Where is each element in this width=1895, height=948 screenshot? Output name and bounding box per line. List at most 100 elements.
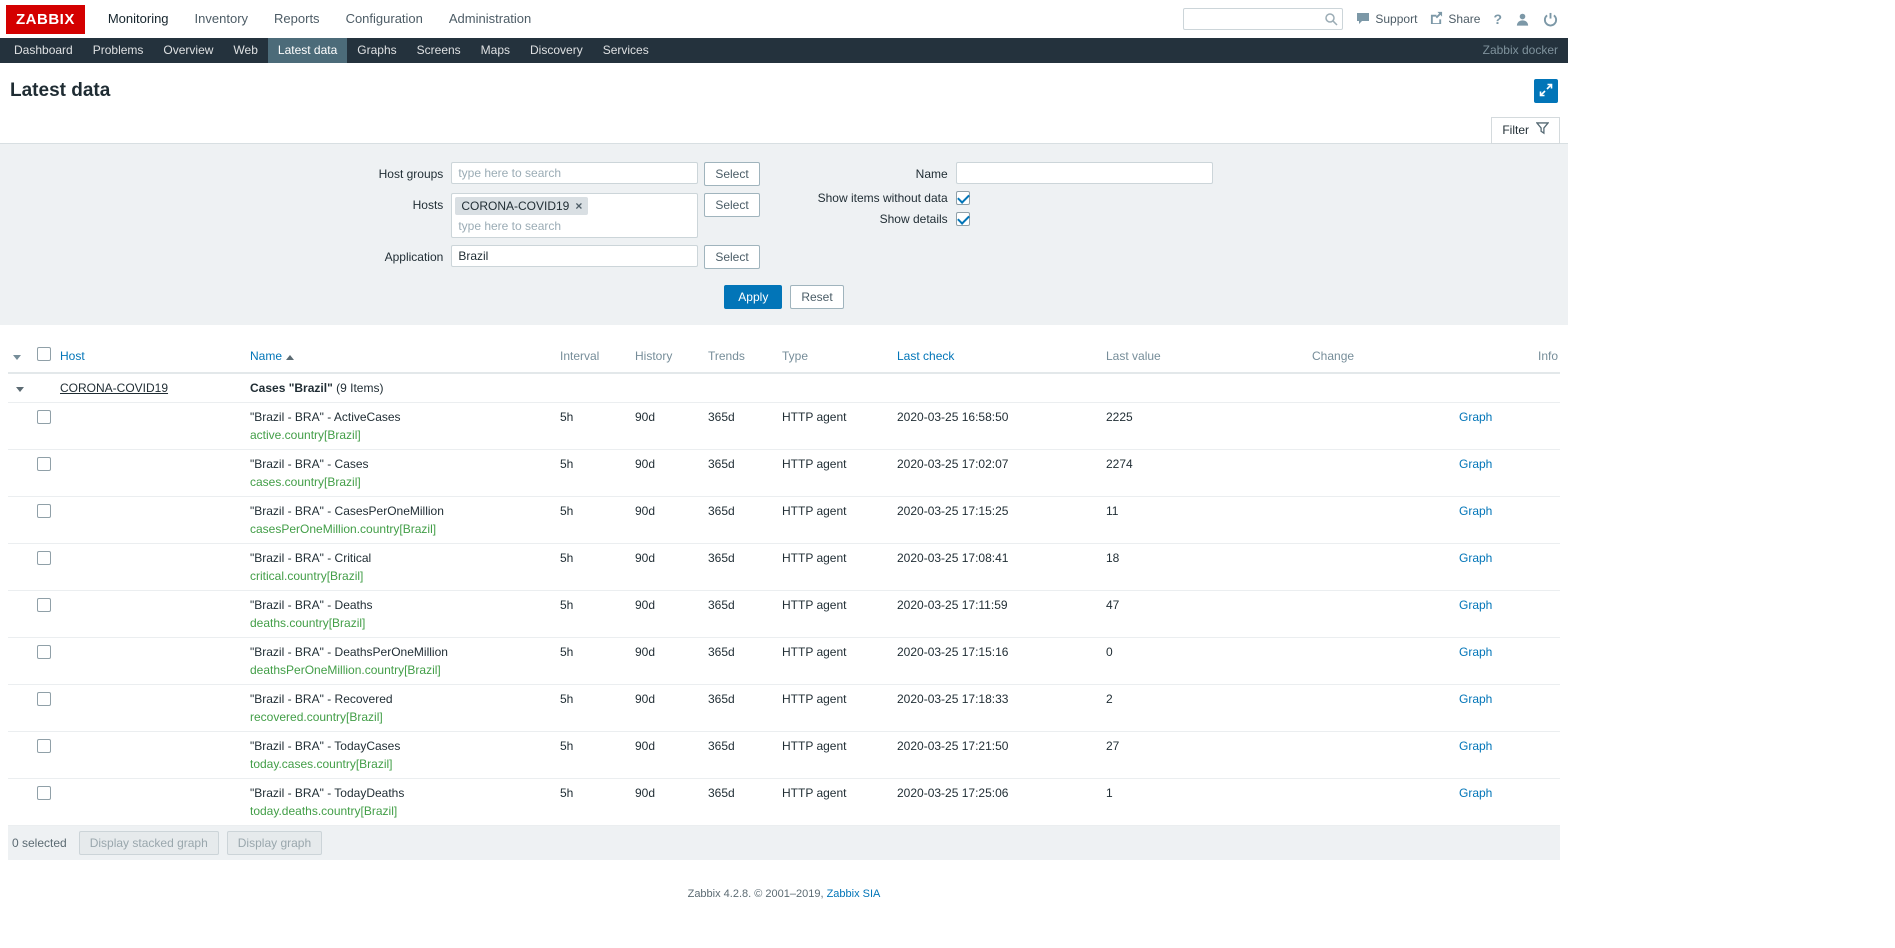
item-info <box>1533 590 1560 638</box>
zabbix-sia-link[interactable]: Zabbix SIA <box>826 888 881 900</box>
column-trends: Trends <box>703 339 777 374</box>
search-icon[interactable] <box>1324 12 1338 29</box>
hosts-search-input[interactable] <box>455 215 636 234</box>
item-type: HTTP agent <box>777 496 892 544</box>
support-link[interactable]: Support <box>1356 11 1417 28</box>
filter-tab[interactable]: Filter <box>1491 117 1560 144</box>
item-trends: 365d <box>703 543 777 591</box>
row-checkbox[interactable] <box>37 786 51 800</box>
nav-configuration[interactable]: Configuration <box>345 11 423 26</box>
subnav-maps[interactable]: Maps <box>480 43 511 57</box>
host-groups-input[interactable] <box>451 162 699 184</box>
latest-data-tbody: CORONA-COVID19 Cases "Brazil" (9 Items) … <box>8 373 1560 826</box>
search-input[interactable] <box>1183 8 1344 30</box>
subnav-services[interactable]: Services <box>602 43 649 57</box>
share-icon <box>1430 11 1443 27</box>
graph-link[interactable]: Graph <box>1459 692 1493 706</box>
item-key[interactable]: casesPerOneMillion.country[Brazil] <box>250 522 437 536</box>
display-stacked-graph-button[interactable]: Display stacked graph <box>78 831 219 855</box>
top-bar: ZABBIX Monitoring Inventory Reports Conf… <box>0 0 1568 38</box>
item-key[interactable]: critical.country[Brazil] <box>250 569 364 583</box>
host-link[interactable]: CORONA-COVID19 <box>60 381 169 395</box>
row-checkbox[interactable] <box>37 410 51 424</box>
collapse-group-icon[interactable] <box>16 387 24 392</box>
graph-link[interactable]: Graph <box>1459 786 1493 800</box>
signout-icon[interactable] <box>1543 12 1558 27</box>
item-type: HTTP agent <box>777 590 892 638</box>
row-checkbox[interactable] <box>37 457 51 471</box>
item-key[interactable]: cases.country[Brazil] <box>250 475 361 489</box>
remove-host-icon[interactable]: × <box>575 199 583 213</box>
graph-link[interactable]: Graph <box>1459 457 1493 471</box>
help-icon[interactable]: ? <box>1493 11 1502 27</box>
reset-button[interactable]: Reset <box>790 285 844 309</box>
subnav-latest-data[interactable]: Latest data <box>267 38 348 63</box>
nav-reports[interactable]: Reports <box>274 11 320 26</box>
item-change <box>1307 543 1454 591</box>
column-last-check[interactable]: Last check <box>897 348 955 363</box>
column-name[interactable]: Name <box>250 348 283 363</box>
graph-link[interactable]: Graph <box>1459 551 1493 565</box>
graph-link[interactable]: Graph <box>1459 598 1493 612</box>
hosts-multiselect[interactable]: CORONA-COVID19 × <box>451 193 699 238</box>
selected-count: 0 selected <box>12 836 67 850</box>
main-nav: Monitoring Inventory Reports Configurati… <box>95 0 544 38</box>
row-checkbox[interactable] <box>37 692 51 706</box>
table-row: "Brazil - BRA" - CasesPerOneMillion case… <box>8 496 1560 544</box>
subnav-problems[interactable]: Problems <box>92 43 144 57</box>
user-icon[interactable] <box>1515 12 1530 27</box>
subnav-dashboard[interactable]: Dashboard <box>14 43 73 57</box>
hosts-select-button[interactable]: Select <box>704 193 760 217</box>
item-last-check: 2020-03-25 17:25:06 <box>892 778 1101 826</box>
subnav-graphs[interactable]: Graphs <box>357 43 397 57</box>
zabbix-logo[interactable]: ZABBIX <box>6 4 85 34</box>
item-info <box>1533 543 1560 591</box>
name-input[interactable] <box>955 162 1213 184</box>
select-all-checkbox[interactable] <box>37 347 51 361</box>
application-input[interactable] <box>451 245 699 267</box>
row-checkbox[interactable] <box>37 598 51 612</box>
graph-link[interactable]: Graph <box>1459 504 1493 518</box>
item-last-check: 2020-03-25 17:11:59 <box>892 590 1101 638</box>
item-key[interactable]: active.country[Brazil] <box>250 428 361 442</box>
item-key[interactable]: today.deaths.country[Brazil] <box>250 804 398 818</box>
graph-link[interactable]: Graph <box>1459 410 1493 424</box>
item-interval: 5h <box>555 449 630 497</box>
server-name-label: Zabbix docker <box>1482 43 1558 57</box>
item-key[interactable]: today.cases.country[Brazil] <box>250 757 393 771</box>
subnav-screens[interactable]: Screens <box>416 43 461 57</box>
item-interval: 5h <box>555 496 630 544</box>
share-link[interactable]: Share <box>1430 11 1480 27</box>
item-key[interactable]: recovered.country[Brazil] <box>250 710 383 724</box>
host-groups-select-button[interactable]: Select <box>704 162 760 186</box>
row-checkbox[interactable] <box>37 645 51 659</box>
item-change <box>1307 590 1454 638</box>
show-details-checkbox[interactable] <box>955 212 970 226</box>
column-interval: Interval <box>555 339 630 374</box>
nav-administration[interactable]: Administration <box>448 11 532 26</box>
nav-inventory[interactable]: Inventory <box>194 11 249 26</box>
graph-link[interactable]: Graph <box>1459 739 1493 753</box>
fullscreen-button[interactable] <box>1534 79 1558 103</box>
row-checkbox[interactable] <box>37 551 51 565</box>
subnav-overview[interactable]: Overview <box>163 43 214 57</box>
item-type: HTTP agent <box>777 449 892 497</box>
application-select-button[interactable]: Select <box>704 245 760 269</box>
column-type: Type <box>777 339 892 374</box>
show-items-without-data-checkbox[interactable] <box>955 191 970 205</box>
sort-asc-icon <box>286 354 295 360</box>
subnav-discovery[interactable]: Discovery <box>530 43 583 57</box>
row-checkbox[interactable] <box>37 739 51 753</box>
filter-tabbar: Filter <box>0 117 1568 144</box>
item-key[interactable]: deaths.country[Brazil] <box>250 616 366 630</box>
subnav-web[interactable]: Web <box>233 43 258 57</box>
row-checkbox[interactable] <box>37 504 51 518</box>
display-graph-button[interactable]: Display graph <box>226 831 323 855</box>
nav-monitoring[interactable]: Monitoring <box>107 11 169 26</box>
column-host[interactable]: Host <box>60 348 85 363</box>
apply-button[interactable]: Apply <box>724 285 783 309</box>
item-last-check: 2020-03-25 17:15:25 <box>892 496 1101 544</box>
graph-link[interactable]: Graph <box>1459 645 1493 659</box>
item-key[interactable]: deathsPerOneMillion.country[Brazil] <box>250 663 441 677</box>
collapse-all-icon[interactable] <box>13 354 21 360</box>
